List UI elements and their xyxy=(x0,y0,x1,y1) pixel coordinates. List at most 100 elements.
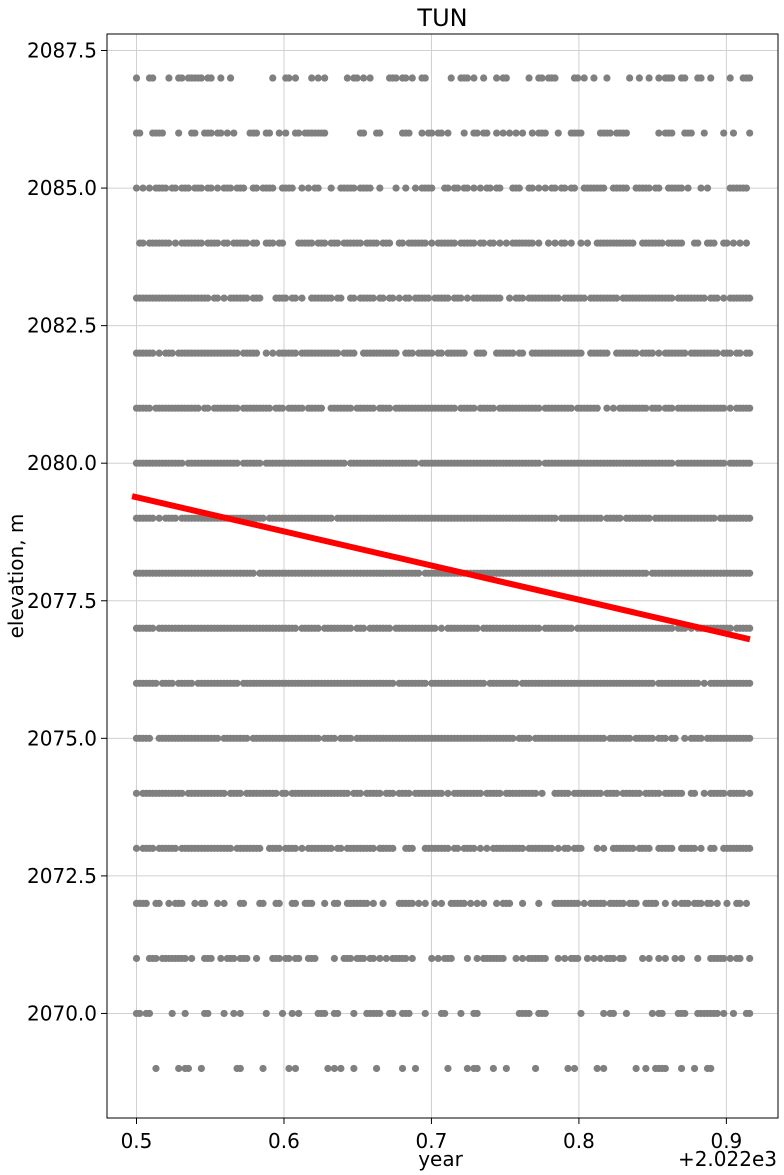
data-point xyxy=(350,294,358,302)
data-point xyxy=(194,404,202,412)
data-point xyxy=(145,1009,154,1018)
data-point xyxy=(661,954,669,963)
data-point xyxy=(463,1064,472,1073)
data-point xyxy=(408,349,416,357)
data-point xyxy=(655,129,663,137)
y-tick-label: 2070.0 xyxy=(27,1001,97,1025)
data-point xyxy=(437,899,446,908)
data-point xyxy=(389,679,397,687)
data-point xyxy=(746,1009,754,1018)
data-point xyxy=(632,349,640,357)
data-point xyxy=(327,514,335,522)
y-axis-label: elevation, m xyxy=(4,514,28,639)
data-point xyxy=(223,239,231,247)
data-point xyxy=(648,349,656,357)
data-point xyxy=(538,789,546,797)
data-point xyxy=(214,734,222,742)
data-point xyxy=(470,239,478,247)
data-point xyxy=(720,129,728,137)
data-point xyxy=(447,954,455,963)
data-point xyxy=(489,1064,497,1073)
data-point xyxy=(544,239,553,247)
data-point xyxy=(710,514,718,522)
data-point xyxy=(583,239,592,247)
data-point xyxy=(473,1009,481,1018)
data-point xyxy=(350,184,358,192)
data-point xyxy=(746,789,754,797)
data-point xyxy=(645,74,653,82)
data-point xyxy=(684,899,692,908)
data-point xyxy=(626,74,634,82)
data-point xyxy=(360,954,368,963)
data-point xyxy=(145,404,154,412)
data-point xyxy=(233,349,241,357)
data-point xyxy=(188,954,196,963)
data-point xyxy=(308,239,316,247)
data-point xyxy=(411,184,420,192)
data-point xyxy=(207,129,215,137)
data-point xyxy=(512,679,520,687)
data-point xyxy=(428,239,436,247)
data-point xyxy=(428,129,436,137)
data-point xyxy=(580,294,588,302)
data-point xyxy=(398,239,407,247)
data-point xyxy=(700,129,708,137)
data-point xyxy=(720,789,728,797)
data-point xyxy=(188,679,196,687)
data-point xyxy=(334,1009,342,1018)
data-point xyxy=(350,1009,358,1018)
data-point xyxy=(528,129,536,137)
data-point xyxy=(389,1009,397,1018)
data-point xyxy=(739,789,747,797)
data-point xyxy=(149,844,157,852)
data-point xyxy=(645,844,653,852)
data-point xyxy=(201,899,209,908)
data-point xyxy=(369,844,377,852)
x-axis-offset-label: +2.022e3 xyxy=(678,1147,777,1171)
data-point xyxy=(269,349,277,357)
data-point xyxy=(278,404,287,412)
data-point xyxy=(541,129,549,137)
data-point xyxy=(483,129,491,137)
data-point xyxy=(421,679,429,687)
data-point xyxy=(165,74,173,82)
data-point xyxy=(648,679,656,687)
data-point xyxy=(278,239,287,247)
data-point xyxy=(463,74,472,82)
data-point xyxy=(502,1064,510,1073)
data-point xyxy=(596,514,605,522)
data-point xyxy=(645,514,653,522)
data-point xyxy=(600,734,608,742)
data-point xyxy=(392,349,400,357)
data-point xyxy=(619,899,627,908)
data-point xyxy=(603,74,611,82)
data-point xyxy=(613,789,621,797)
data-point xyxy=(687,129,695,137)
data-point xyxy=(269,74,277,82)
data-point xyxy=(548,844,556,852)
data-point xyxy=(742,239,751,247)
y-axis-ticks: 2070.0 2072.5 2075.0 2077.5 2080.0 2082.5 2085… xyxy=(27,39,107,1025)
data-point xyxy=(697,734,705,742)
data-point xyxy=(535,459,543,467)
data-point xyxy=(681,349,689,357)
data-point xyxy=(450,239,459,247)
data-point xyxy=(463,294,472,302)
data-point xyxy=(363,899,371,908)
data-point xyxy=(353,74,361,82)
data-point xyxy=(629,844,637,852)
data-point xyxy=(171,239,180,247)
data-point xyxy=(467,899,475,908)
data-point xyxy=(535,899,543,908)
data-point xyxy=(606,129,614,137)
data-point xyxy=(700,789,708,797)
data-point xyxy=(204,404,212,412)
data-point xyxy=(168,679,176,687)
data-point xyxy=(233,404,241,412)
data-point xyxy=(677,184,686,192)
data-point xyxy=(291,624,300,632)
data-point xyxy=(372,239,381,247)
data-point xyxy=(376,1009,384,1018)
data-point xyxy=(515,184,523,192)
data-point xyxy=(204,1009,212,1018)
